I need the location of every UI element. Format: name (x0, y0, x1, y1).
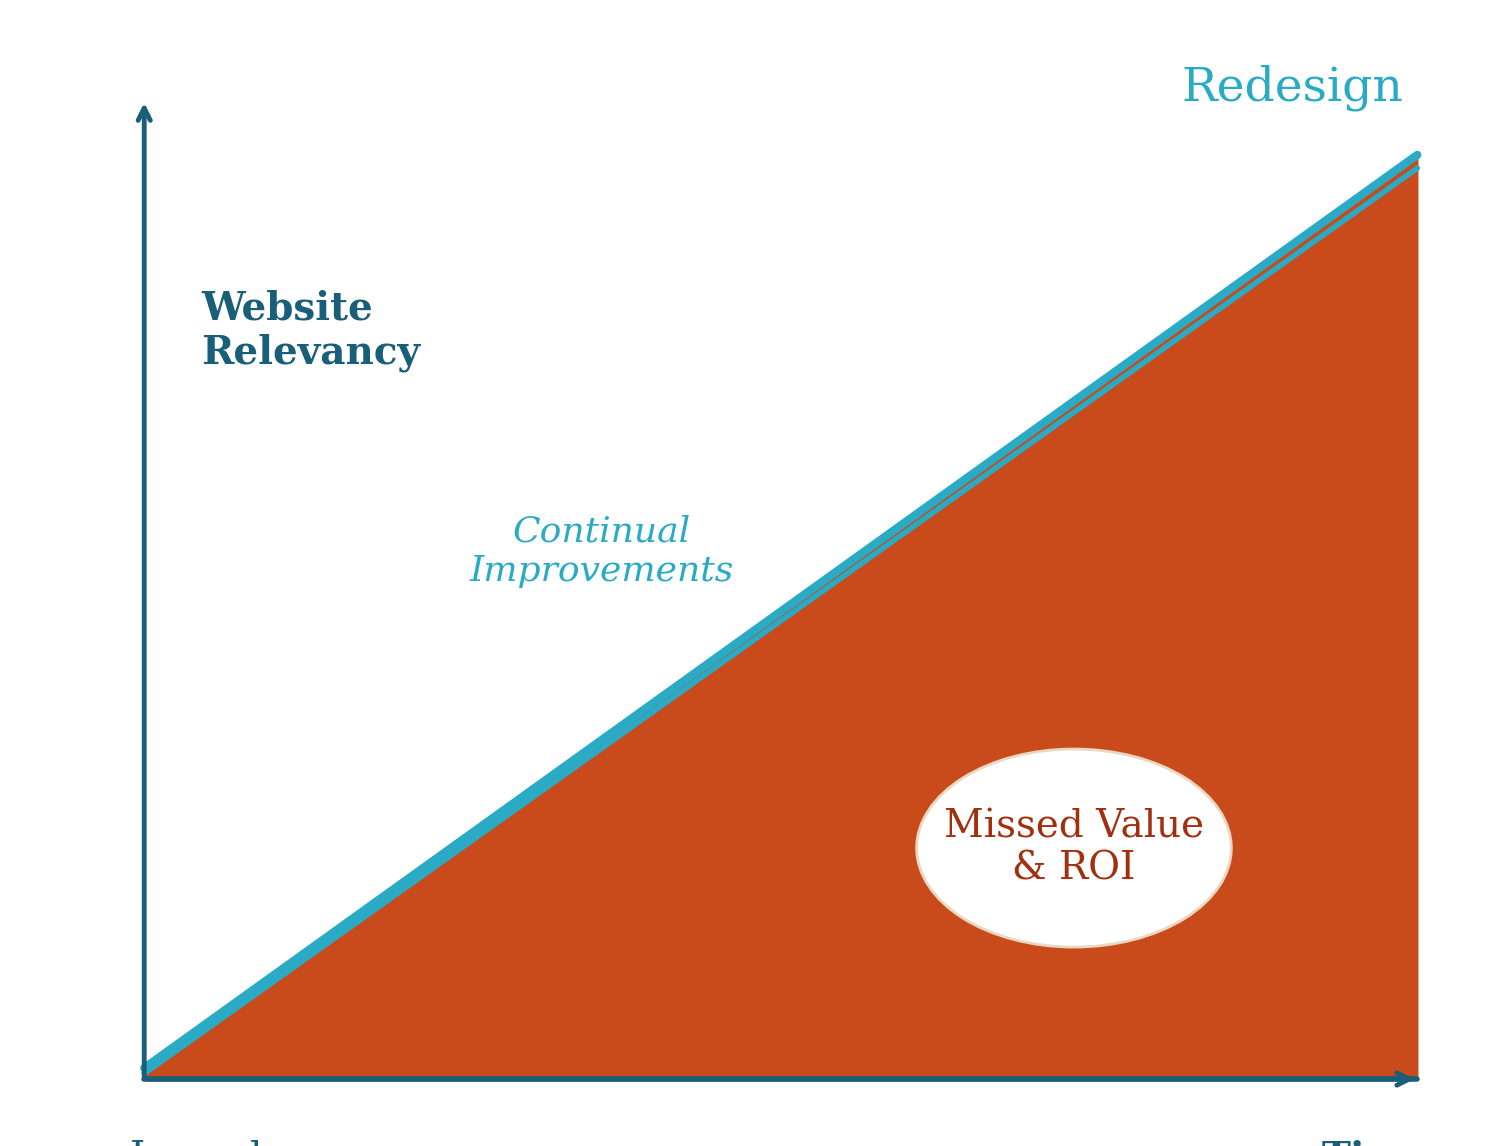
Ellipse shape (916, 749, 1231, 947)
Text: Continual
Improvements: Continual Improvements (469, 515, 735, 588)
Text: Missed Value
& ROI: Missed Value & ROI (945, 808, 1204, 888)
Text: Website
Relevancy: Website Relevancy (201, 290, 420, 372)
Text: Launch: Launch (130, 1139, 276, 1146)
Text: Redesign: Redesign (1182, 64, 1404, 111)
Text: Time: Time (1322, 1139, 1432, 1146)
